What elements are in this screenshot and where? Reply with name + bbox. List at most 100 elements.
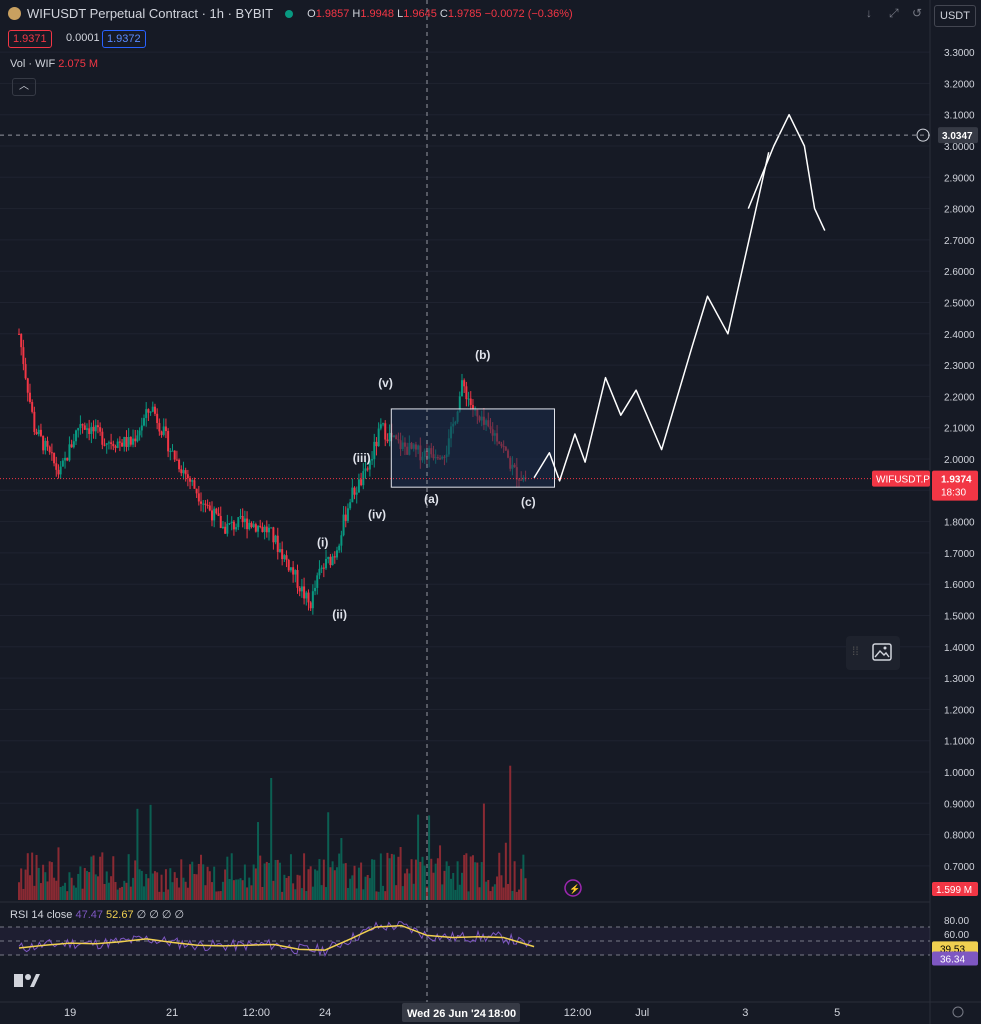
refresh-icon[interactable]: ↺ bbox=[912, 6, 923, 20]
candle-body bbox=[239, 515, 242, 518]
candle-body bbox=[228, 523, 231, 525]
candle-body bbox=[64, 457, 67, 461]
volume-bar bbox=[31, 852, 34, 900]
volume-bar bbox=[454, 889, 457, 900]
wave-label: (a) bbox=[424, 492, 439, 506]
candle-body bbox=[116, 441, 119, 448]
volume-bar bbox=[408, 873, 411, 900]
y-tick-label: 1.1000 bbox=[944, 737, 975, 748]
last-price-tag: 1.9374 bbox=[941, 475, 972, 486]
volume-bar bbox=[96, 876, 99, 900]
candle-body bbox=[463, 380, 466, 387]
candle-body bbox=[230, 521, 233, 524]
candle-body bbox=[156, 413, 159, 424]
candle-body bbox=[331, 556, 334, 566]
image-button[interactable]: ⁞⁞ bbox=[846, 636, 900, 670]
candle-body bbox=[175, 459, 178, 461]
candle-body bbox=[213, 508, 216, 521]
ask-price[interactable]: 1.9372 bbox=[102, 30, 146, 48]
arrow-down-icon[interactable]: ↓ bbox=[866, 6, 872, 20]
drag-handle-icon[interactable]: ⁞⁞ bbox=[852, 644, 859, 658]
image-icon[interactable] bbox=[872, 643, 892, 661]
candle-body bbox=[270, 527, 273, 529]
candle-body bbox=[167, 431, 170, 452]
volume-bar bbox=[318, 859, 321, 900]
volume-bar bbox=[465, 853, 468, 900]
volume-bar bbox=[384, 891, 387, 900]
volume-bar bbox=[377, 891, 380, 900]
volume-bar bbox=[197, 863, 200, 900]
y-tick-label: 0.7000 bbox=[944, 862, 975, 873]
volume-bar bbox=[48, 861, 51, 900]
volume-bar bbox=[445, 861, 448, 900]
volume-legend[interactable]: Vol · WIF 2.075 M bbox=[10, 58, 99, 70]
volume-bar bbox=[18, 882, 20, 900]
volume-bar bbox=[417, 814, 420, 900]
candle-body bbox=[333, 556, 336, 558]
candle-body bbox=[28, 392, 31, 402]
volume-bar bbox=[371, 859, 374, 900]
volume-bar bbox=[28, 875, 31, 900]
volume-bar bbox=[489, 891, 492, 900]
candle-body bbox=[151, 406, 154, 412]
lightning-icon bbox=[564, 879, 582, 897]
volume-bar bbox=[114, 881, 117, 900]
volume-bar bbox=[456, 861, 459, 900]
candle-body bbox=[136, 435, 139, 442]
collapse-chevron-icon[interactable]: ︿ bbox=[12, 78, 36, 96]
x-tick-label: 3 bbox=[742, 1007, 748, 1019]
volume-bar bbox=[294, 889, 297, 900]
volume-bar bbox=[335, 867, 338, 900]
symbol-title[interactable]: WIFUSDT Perpetual Contract · 1h · BYBIT bbox=[27, 6, 274, 21]
volume-bar bbox=[156, 872, 159, 900]
candle-body bbox=[184, 470, 187, 475]
candle-body bbox=[94, 425, 97, 432]
volume-bars bbox=[18, 765, 527, 900]
volume-bar bbox=[469, 856, 472, 900]
candle-body bbox=[261, 526, 264, 532]
y-tick-label: 1.4000 bbox=[944, 643, 975, 654]
candle-body bbox=[182, 470, 185, 474]
volume-bar bbox=[246, 887, 249, 900]
bid-price[interactable]: 1.9371 bbox=[8, 30, 52, 48]
volume-bar bbox=[26, 853, 29, 900]
candle-body bbox=[349, 502, 352, 509]
volume-bar bbox=[77, 873, 80, 900]
expand-icon[interactable]: ⤢ bbox=[889, 6, 899, 20]
volume-bar bbox=[219, 891, 222, 900]
y-tick-label: 2.1000 bbox=[944, 424, 975, 435]
volume-bar bbox=[500, 875, 503, 900]
volume-bar bbox=[428, 815, 431, 900]
volume-bar bbox=[134, 860, 137, 900]
volume-bar bbox=[110, 876, 113, 900]
volume-bar bbox=[237, 879, 240, 900]
x-tick-label: 5 bbox=[834, 1007, 840, 1019]
candle-body bbox=[274, 535, 277, 543]
volume-bar bbox=[153, 871, 156, 900]
volume-bar bbox=[254, 868, 257, 900]
candle-body bbox=[268, 527, 271, 533]
volume-bar bbox=[103, 883, 106, 900]
rsi-legend[interactable]: RSI 14 close 47.47 52.67 ∅ ∅ ∅ ∅ bbox=[10, 909, 185, 921]
volume-bar bbox=[353, 865, 356, 900]
candle-body bbox=[325, 558, 328, 569]
volume-bar bbox=[263, 863, 266, 900]
currency-selector[interactable]: USDT bbox=[934, 5, 976, 27]
volume-bar bbox=[338, 853, 341, 900]
symbol-legend: WIFUSDT Perpetual Contract · 1h · BYBIT … bbox=[8, 6, 573, 21]
volume-bar bbox=[195, 874, 198, 900]
volume-bar bbox=[507, 883, 510, 900]
y-tick-label: 3.2000 bbox=[944, 79, 975, 90]
candle-body bbox=[143, 418, 146, 426]
candle-body bbox=[153, 406, 156, 414]
volume-bar bbox=[287, 876, 290, 900]
candle-body bbox=[186, 474, 189, 479]
volume-bar bbox=[476, 862, 479, 900]
volume-bar bbox=[44, 872, 47, 900]
ohlc-values: O1.9857 H1.9948 L1.9645 C1.9785 −0.0072 … bbox=[307, 7, 573, 20]
volume-bar bbox=[105, 871, 108, 900]
candle-body bbox=[375, 441, 378, 447]
volume-bar bbox=[125, 882, 128, 900]
candle-body bbox=[200, 501, 203, 504]
